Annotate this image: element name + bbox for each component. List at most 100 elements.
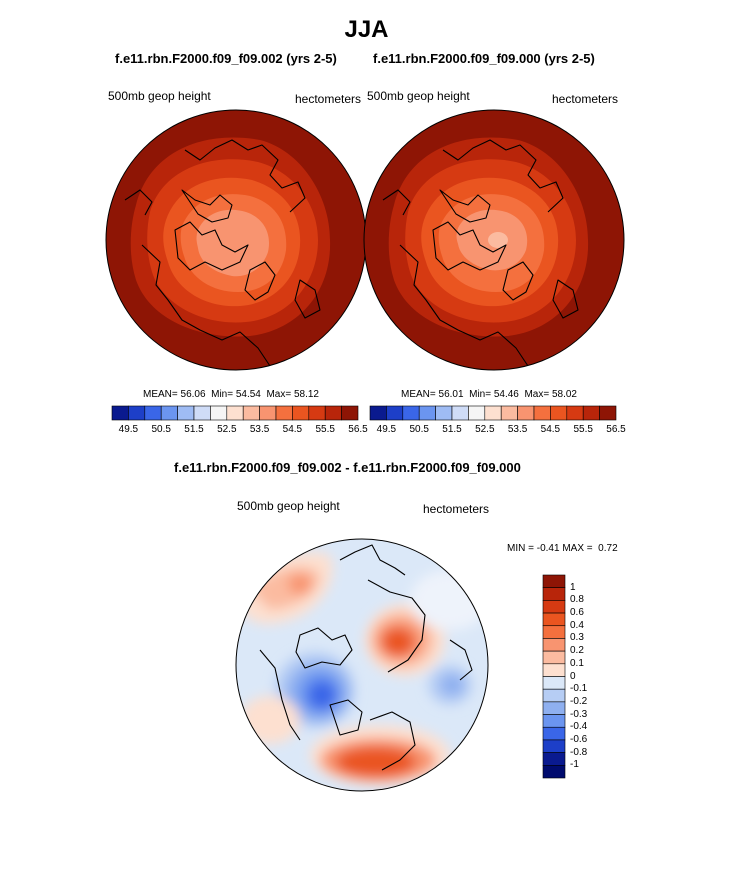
colorbar-diff-tick-label: 0.4 <box>570 619 584 631</box>
colorbar-diff-tick-label: 0.1 <box>570 657 584 669</box>
colorbar2-swatch <box>566 405 584 421</box>
difference-title: f.e11.rbn.F2000.f09_f09.002 - f.e11.rbn.… <box>174 460 521 475</box>
panel2-map-border <box>363 109 625 371</box>
colorbar-diff-tick-label: -0.4 <box>570 721 588 733</box>
colorbar-diff-tick-label: -0.6 <box>570 733 588 745</box>
colorbar2-swatch <box>550 405 568 421</box>
colorbar2-tick-label: 56.5 <box>606 424 626 435</box>
colorbar2-swatch <box>418 405 436 421</box>
panel1-mean-value: 56.06 <box>180 389 206 400</box>
colorbar-diff-swatch <box>542 726 566 741</box>
colorbar2-swatch <box>386 405 404 421</box>
colorbar1-swatch <box>275 405 293 421</box>
colorbar-diff-swatch <box>542 701 566 715</box>
colorbar1-swatch <box>160 405 178 421</box>
colorbar2-swatch <box>500 405 518 421</box>
colorbar1-swatch <box>324 405 342 421</box>
colorbar1-tick-label: 49.5 <box>118 424 139 435</box>
colorbar-diff-swatch <box>542 600 566 614</box>
panel2-map <box>364 110 624 370</box>
colorbar1-tick-label: 53.5 <box>249 424 270 435</box>
panel2-min-value: 54.46 <box>493 389 519 400</box>
colorbar1-tick-label: 56.5 <box>348 424 368 435</box>
colorbar1-swatch <box>292 405 310 421</box>
figure-title: JJA <box>344 16 389 43</box>
diff-min-value: -0.41 <box>536 543 560 554</box>
colorbar-diff-tick-label: -0.8 <box>570 746 588 758</box>
colorbar2-tick-label: 49.5 <box>376 424 397 435</box>
diff-max-value: 0.72 <box>598 543 618 554</box>
panel1-max-value: 58.12 <box>293 389 319 400</box>
panel1-min-label: Min= <box>211 389 234 400</box>
colorbar1 <box>111 405 359 421</box>
colorbar1-swatch <box>193 405 211 421</box>
panel1-mean-label: MEAN= <box>143 389 178 400</box>
colorbar2 <box>369 405 617 421</box>
colorbar-diff-tick-label: -0.3 <box>570 708 588 720</box>
colorbar-diff-swatch <box>542 663 566 677</box>
panel1-coastlines <box>124 139 321 367</box>
colorbar-diff-swatch <box>542 587 566 601</box>
colorbar-diff-swatch <box>542 752 566 766</box>
colorbar-diff-swatch <box>542 739 566 753</box>
colorbar1-swatch <box>308 405 326 421</box>
diff-stats: MIN = -0.41 MAX = 0.72 <box>507 543 618 554</box>
diff-max-label: MAX = <box>562 543 593 554</box>
colorbar-diff-tick-label: -0.2 <box>570 695 588 707</box>
colorbar2-swatch <box>369 405 387 421</box>
colorbar2-swatch <box>468 405 486 421</box>
colorbar2-tick-label: 54.5 <box>540 424 561 435</box>
colorbar-diff-tick-label: 0.6 <box>570 607 584 619</box>
panel1-stats: MEAN= 56.06 Min= 54.54 Max= 58.12 <box>143 389 319 400</box>
colorbar1-swatch <box>210 405 228 421</box>
colorbar2-swatch <box>517 405 535 421</box>
colorbar2-tick-label: 55.5 <box>573 424 593 435</box>
colorbar1-swatch <box>144 405 162 421</box>
diff-min-label: MIN = <box>507 543 534 554</box>
colorbar1-tick-label: 51.5 <box>184 424 204 435</box>
panel2-variable-label: 500mb geop height <box>367 89 470 103</box>
colorbar1-swatch <box>226 405 244 421</box>
colorbar1-swatch <box>242 405 260 421</box>
colorbar-diff-swatch <box>542 714 566 728</box>
panel1-min-value: 54.54 <box>235 389 261 400</box>
panel2-max-label: Max= <box>524 389 550 400</box>
colorbar2-tick-label: 50.5 <box>409 424 429 435</box>
colorbar2-swatch <box>402 405 420 421</box>
panel1-max-label: Max= <box>266 389 292 400</box>
colorbar-diff-tick-label: 0.3 <box>570 632 584 644</box>
panel2-max-value: 58.02 <box>551 389 577 400</box>
colorbar1-tick-label: 55.5 <box>315 424 335 435</box>
diff-units-label: hectometers <box>423 502 490 516</box>
panel1-variable-label: 500mb geop height <box>108 89 211 103</box>
colorbar1-tick-label: 54.5 <box>282 424 303 435</box>
panel1-units-label: hectometers <box>295 92 362 106</box>
diff-coastlines <box>259 544 473 771</box>
colorbar-diff-swatch <box>542 638 566 652</box>
colorbar2-swatch <box>435 405 453 421</box>
panel2-min-label: Min= <box>469 389 492 400</box>
colorbar1-swatch <box>259 405 277 421</box>
colorbar2-swatch <box>484 405 502 421</box>
colorbar-diff-swatch <box>542 676 566 690</box>
colorbar-diff-swatch <box>542 650 566 665</box>
colorbar-diff-tick-label: 1 <box>570 581 576 593</box>
colorbar1-swatch <box>111 405 129 421</box>
colorbar2-swatch <box>451 405 469 421</box>
colorbar1-swatch <box>177 405 195 421</box>
colorbar2-tick-label: 52.5 <box>475 424 495 435</box>
colorbar2-swatch <box>582 405 600 421</box>
panel2-mean-value: 56.01 <box>438 389 464 400</box>
diff-variable-label: 500mb geop height <box>237 499 340 513</box>
colorbar2-swatch <box>533 405 551 421</box>
panel2-units-label: hectometers <box>552 92 619 106</box>
panel2-case-title: f.e11.rbn.F2000.f09_f09.000 (yrs 2-5) <box>373 51 595 66</box>
colorbar2-swatch <box>599 405 617 421</box>
panel2-stats: MEAN= 56.01 Min= 54.46 Max= 58.02 <box>401 389 577 400</box>
colorbar-diff-tick-label: -1 <box>570 759 579 771</box>
colorbar1-swatch <box>341 405 359 421</box>
panel1-map <box>106 110 366 370</box>
diff-map-border <box>235 538 489 792</box>
panel2-coastlines <box>382 139 579 367</box>
panel2-mean-label: MEAN= <box>401 389 436 400</box>
